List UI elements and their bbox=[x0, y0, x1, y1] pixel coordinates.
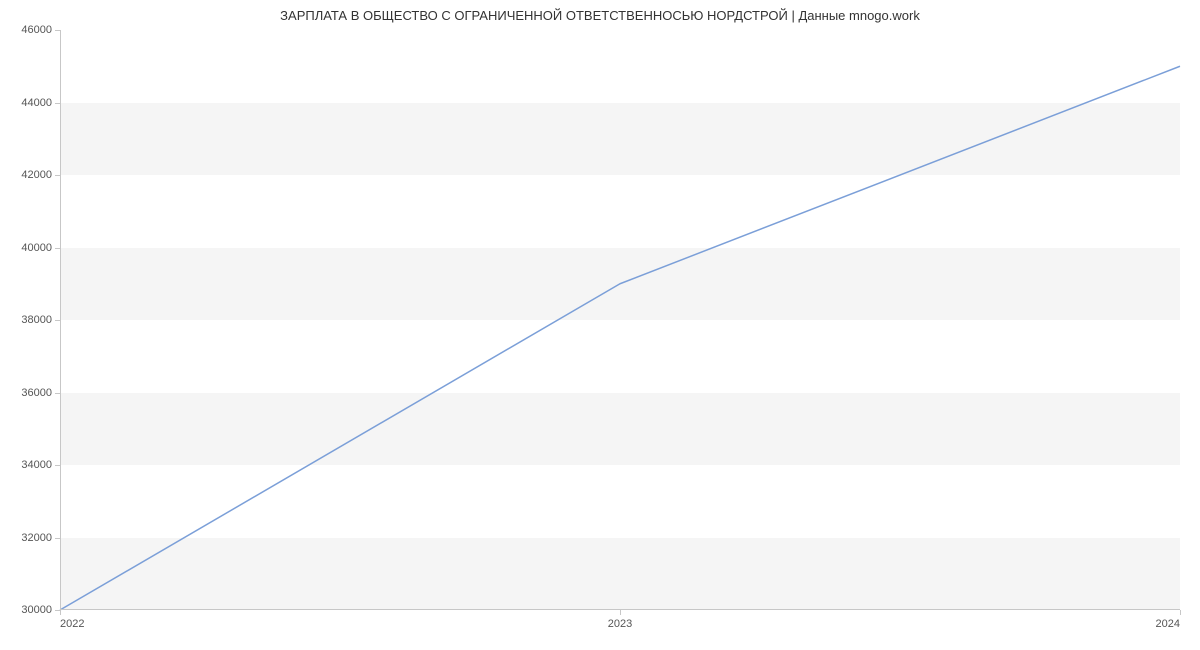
y-tick-mark bbox=[55, 175, 60, 176]
y-tick-label: 36000 bbox=[21, 387, 52, 399]
y-tick-mark bbox=[55, 538, 60, 539]
y-tick-mark bbox=[55, 248, 60, 249]
x-tick-mark bbox=[1180, 610, 1181, 615]
series-line bbox=[60, 66, 1180, 610]
y-tick-mark bbox=[55, 393, 60, 394]
y-tick-label: 38000 bbox=[21, 314, 52, 326]
y-tick-mark bbox=[55, 30, 60, 31]
line-series bbox=[60, 30, 1180, 610]
y-tick-label: 46000 bbox=[21, 24, 52, 36]
y-tick-mark bbox=[55, 465, 60, 466]
x-tick-label: 2022 bbox=[60, 618, 84, 630]
y-tick-label: 34000 bbox=[21, 459, 52, 471]
y-tick-mark bbox=[55, 320, 60, 321]
y-tick-label: 44000 bbox=[21, 97, 52, 109]
y-axis-line bbox=[60, 30, 61, 610]
y-tick-label: 32000 bbox=[21, 532, 52, 544]
y-tick-label: 30000 bbox=[21, 604, 52, 616]
x-tick-mark bbox=[620, 610, 621, 615]
y-tick-label: 40000 bbox=[21, 242, 52, 254]
x-tick-label: 2023 bbox=[608, 618, 632, 630]
x-tick-label: 2024 bbox=[1156, 618, 1180, 630]
chart-title: ЗАРПЛАТА В ОБЩЕСТВО С ОГРАНИЧЕННОЙ ОТВЕТ… bbox=[0, 8, 1200, 23]
plot-area: 3000032000340003600038000400004200044000… bbox=[60, 30, 1180, 610]
y-tick-label: 42000 bbox=[21, 169, 52, 181]
x-tick-mark bbox=[60, 610, 61, 615]
chart-container: ЗАРПЛАТА В ОБЩЕСТВО С ОГРАНИЧЕННОЙ ОТВЕТ… bbox=[0, 0, 1200, 650]
y-tick-mark bbox=[55, 103, 60, 104]
